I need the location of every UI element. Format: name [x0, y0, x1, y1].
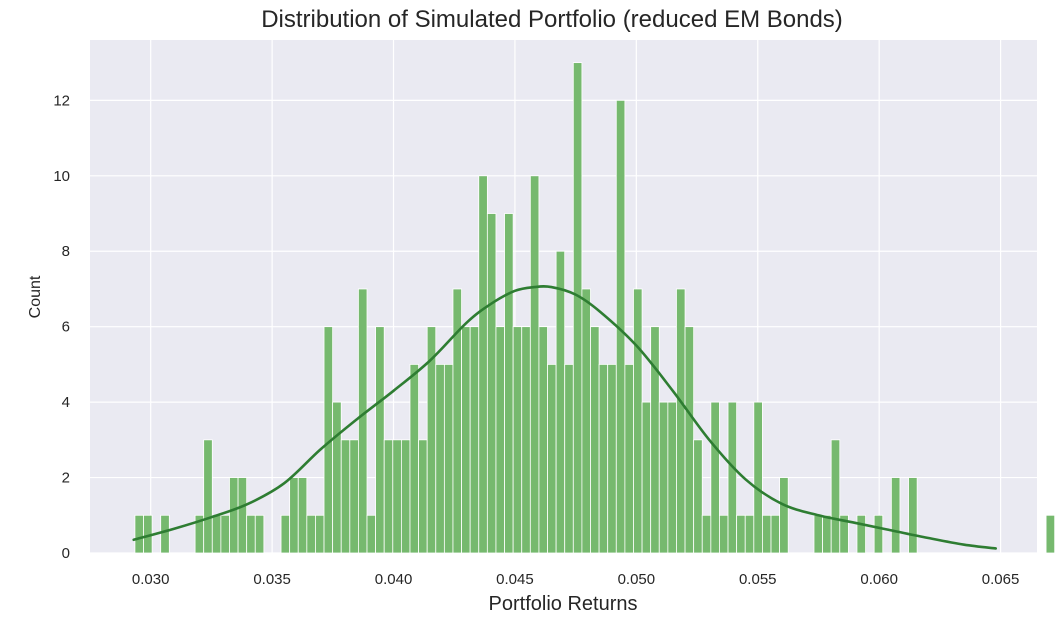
histogram-bar — [392, 439, 402, 554]
y-axis-label: Count — [27, 275, 44, 318]
histogram-bar — [813, 514, 823, 554]
histogram-bar — [839, 514, 849, 554]
histogram-bar — [349, 439, 359, 554]
histogram-bar — [160, 514, 170, 554]
histogram-bar — [521, 326, 531, 554]
histogram-bar — [486, 213, 497, 554]
y-tick-label: 8 — [62, 243, 70, 260]
histogram-bar — [400, 439, 411, 554]
histogram-bar — [736, 514, 746, 554]
x-tick-label: 0.045 — [496, 571, 534, 588]
histogram-bar — [134, 514, 144, 554]
histogram-bar — [822, 514, 832, 554]
histogram-bar — [770, 514, 781, 554]
histogram-bar — [890, 477, 901, 554]
histogram-bar — [443, 363, 454, 554]
histogram-bar — [684, 326, 695, 554]
x-tick-label: 0.030 — [132, 571, 170, 588]
histogram-bar — [676, 288, 686, 554]
histogram-bar — [830, 439, 841, 554]
histogram-bar — [908, 477, 918, 554]
histogram-bar — [1045, 514, 1056, 554]
histogram-bars — [134, 62, 1056, 554]
histogram-bar — [332, 401, 342, 554]
y-tick-label: 0 — [62, 545, 70, 562]
histogram-bar — [366, 514, 377, 554]
histogram-bar — [727, 401, 738, 554]
histogram-bar — [581, 288, 591, 554]
histogram-bar — [779, 477, 789, 554]
x-tick-label: 0.060 — [860, 571, 898, 588]
histogram-bar — [512, 326, 523, 554]
histogram-bar — [564, 363, 574, 554]
histogram-bar — [693, 439, 703, 554]
histogram-bar — [624, 363, 634, 554]
histogram-bar — [538, 326, 548, 554]
histogram-bar — [744, 514, 755, 554]
histogram-bar — [409, 363, 419, 554]
histogram-bar — [547, 363, 557, 554]
histogram-bar — [237, 477, 248, 554]
histogram-bar — [607, 363, 617, 554]
histogram-bar — [590, 326, 600, 554]
histogram-bar — [246, 514, 256, 554]
x-tick-label: 0.055 — [739, 571, 777, 588]
histogram-bar — [667, 401, 677, 554]
histogram-bar — [719, 514, 729, 554]
histogram-bar — [633, 288, 643, 554]
histogram-bar — [435, 363, 445, 554]
histogram-bar — [572, 62, 583, 554]
histogram-bar — [220, 514, 230, 554]
histogram-bar — [469, 326, 480, 554]
histogram-bar — [340, 439, 351, 554]
histogram-bar — [598, 363, 609, 554]
y-tick-label: 12 — [53, 92, 70, 109]
histogram-bar — [658, 401, 669, 554]
histogram-bar — [529, 175, 540, 554]
histogram-bar — [254, 514, 265, 554]
x-axis-label: Portfolio Returns — [489, 593, 638, 615]
chart-title: Distribution of Simulated Portfolio (red… — [261, 6, 843, 33]
histogram-bar — [856, 514, 866, 554]
histogram-bar — [358, 288, 368, 554]
x-tick-label: 0.040 — [375, 571, 413, 588]
histogram-bar — [229, 477, 239, 554]
histogram-bar — [762, 514, 772, 554]
x-tick-label: 0.035 — [253, 571, 291, 588]
histogram-bar — [650, 326, 660, 554]
histogram-bar — [495, 326, 505, 554]
histogram-bar — [641, 401, 652, 554]
histogram-bar — [375, 326, 385, 554]
x-tick-labels: 0.030 0.035 0.040 0.045 0.050 0.055 0.060 0.065 — [132, 571, 1019, 588]
histogram-bar — [315, 514, 325, 554]
x-tick-label: 0.065 — [982, 571, 1020, 588]
histogram-bar — [297, 477, 308, 554]
y-tick-label: 6 — [62, 319, 70, 336]
kde-line — [132, 285, 998, 550]
histogram-bar — [710, 401, 720, 554]
histogram-bar — [383, 439, 394, 554]
x-tick-label: 0.050 — [618, 571, 656, 588]
histogram-bar — [289, 477, 299, 554]
histogram-bar — [280, 514, 291, 554]
histogram-bar — [478, 175, 488, 554]
histogram-bar — [418, 439, 428, 554]
histogram-bar — [203, 439, 213, 554]
y-tick-label: 2 — [62, 470, 70, 487]
histogram-bar — [504, 213, 514, 554]
histogram-bar — [211, 514, 222, 554]
y-tick-label: 4 — [62, 394, 70, 411]
histogram-bar — [701, 514, 712, 554]
histogram-bar — [555, 250, 566, 554]
histogram-bar — [461, 326, 471, 554]
histogram-bar — [873, 514, 884, 554]
y-tick-labels: 0 2 4 6 8 10 12 — [53, 92, 70, 562]
histogram-bar — [306, 514, 316, 554]
y-tick-label: 10 — [53, 168, 70, 185]
histogram-bar — [753, 401, 763, 554]
